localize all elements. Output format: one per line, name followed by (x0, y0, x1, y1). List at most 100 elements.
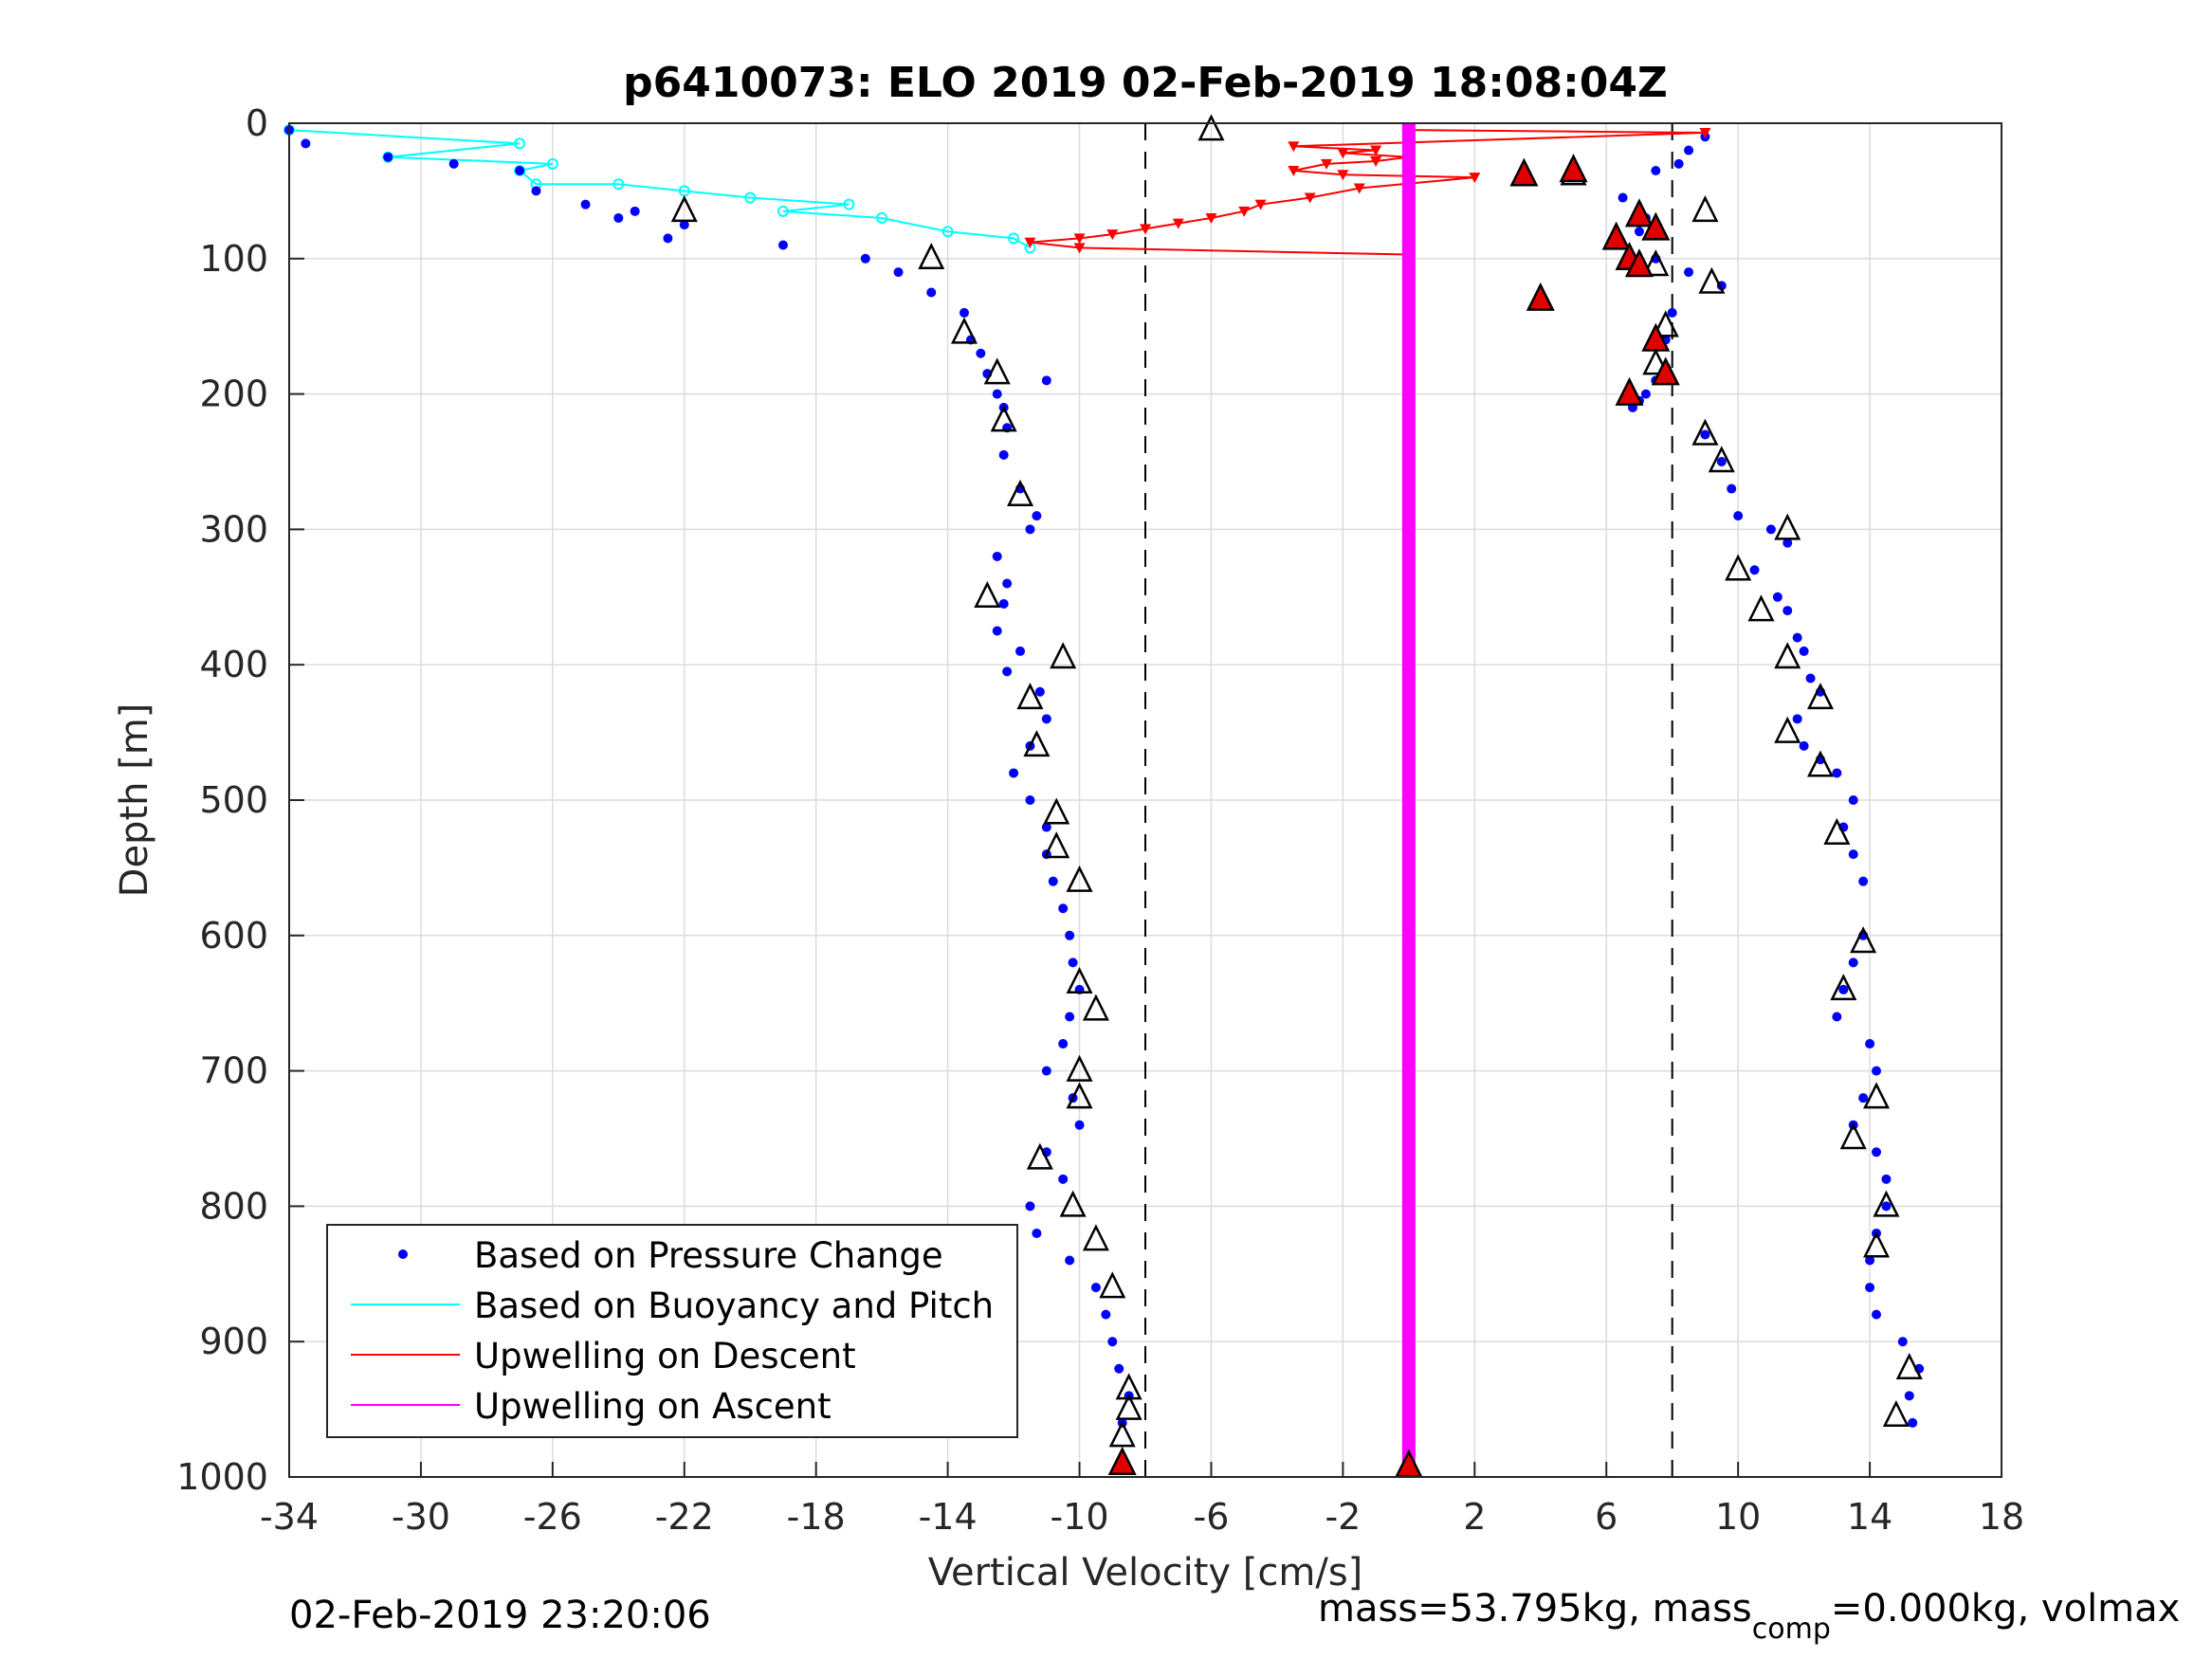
legend-pressure-marker (398, 1249, 408, 1259)
buoyancy-pitch-point (514, 137, 526, 150)
red-triangle-marker (1624, 248, 1654, 278)
legend-descent-label: Upwelling on Descent (474, 1336, 856, 1376)
open-triangle-marker (1873, 1190, 1900, 1217)
pressure-ascent-point (1684, 145, 1694, 155)
upwelling-descent-point (1337, 148, 1349, 159)
pressure-descent-point (1114, 1363, 1124, 1374)
x-tick-label: -26 (523, 1496, 582, 1538)
pressure-descent-point (1009, 768, 1019, 778)
red-triangle-marker (1651, 356, 1680, 386)
x-tick-label: 18 (1979, 1496, 2024, 1538)
open-triangle-marker (1059, 1190, 1087, 1217)
open-triangle-marker (1099, 1271, 1126, 1299)
pressure-descent-point (383, 152, 393, 162)
y-tick-label: 200 (199, 374, 268, 415)
y-tick-label: 0 (246, 102, 268, 144)
y-tick-label: 600 (199, 915, 268, 957)
open-triangle-marker (1642, 348, 1670, 375)
pressure-ascent-point (1865, 1283, 1875, 1293)
buoyancy-pitch-point (612, 178, 625, 191)
pressure-descent-point (1002, 578, 1013, 589)
open-triangle-marker (1108, 1420, 1136, 1448)
pressure-ascent-point (1908, 1417, 1918, 1428)
pressure-descent-point (515, 165, 525, 175)
pressure-descent-point (1041, 1066, 1051, 1076)
pressure-ascent-point (1872, 1066, 1882, 1076)
pressure-descent-point (1048, 876, 1058, 886)
red-triangle-marker (1526, 282, 1555, 311)
open-triangle-marker (1023, 730, 1051, 757)
pressure-ascent-point (1848, 795, 1858, 805)
pressure-descent-point (1025, 1201, 1035, 1212)
open-triangle-marker (1698, 266, 1726, 294)
open-triangle-marker (1806, 750, 1835, 777)
y-tick-label: 700 (199, 1050, 268, 1092)
upwelling-descent-point (1288, 165, 1300, 176)
pressure-descent-point (1058, 1174, 1069, 1184)
pressure-descent-point (1101, 1309, 1111, 1320)
y-tick-label: 400 (199, 644, 268, 685)
open-triangle-marker (1652, 310, 1679, 337)
pressure-descent-point (1041, 375, 1051, 386)
open-triangle-marker (1050, 642, 1077, 669)
x-tick-label: -6 (1194, 1496, 1230, 1538)
open-triangle-marker (1774, 513, 1801, 540)
open-triangle-marker (1823, 817, 1851, 845)
pressure-ascent-point (1799, 740, 1809, 751)
x-tick-label: 6 (1595, 1496, 1618, 1538)
pressure-descent-point (1107, 1337, 1118, 1347)
pressure-ascent-point (1733, 511, 1744, 521)
y-tick-label: 1000 (176, 1456, 268, 1498)
pressure-ascent-point (1848, 957, 1858, 968)
legend-pressure-label: Based on Pressure Change (474, 1235, 943, 1276)
pressure-descent-point (679, 220, 689, 230)
pressure-descent-point (1058, 1039, 1069, 1049)
upwelling-descent-point (1238, 206, 1251, 217)
red-triangle-marker (1107, 1446, 1137, 1475)
pressure-ascent-point (1640, 389, 1651, 399)
pressure-descent-point (1065, 1255, 1075, 1266)
buoyancy-pitch-point (1008, 232, 1020, 245)
pressure-ascent-point (1765, 524, 1776, 535)
pressure-descent-point (1002, 666, 1013, 677)
chart-title: p6410073: ELO 2019 02-Feb-2019 18:08:04Z (623, 59, 1668, 107)
upwelling-descent-point (1073, 243, 1086, 254)
open-triangle-marker (1691, 418, 1719, 446)
open-triangle-marker (1026, 1142, 1053, 1170)
open-triangle-marker (950, 317, 978, 344)
buoyancy-pitch-point (777, 205, 789, 217)
x-tick-label: 14 (1847, 1496, 1892, 1538)
pressure-ascent-point (1872, 1309, 1882, 1320)
pressure-descent-point (893, 267, 904, 278)
open-triangle-marker (1082, 994, 1109, 1021)
open-triangle-marker (1691, 195, 1719, 223)
pressure-descent-point (613, 212, 624, 223)
open-triangle-marker (1839, 1122, 1867, 1150)
upwelling-descent-point (1106, 229, 1119, 241)
legend-box (326, 1224, 1018, 1438)
x-tick-label: 10 (1715, 1496, 1761, 1538)
pressure-ascent-point (1838, 984, 1849, 994)
pressure-ascent-point (1865, 1255, 1875, 1266)
legend-ascent-label: Upwelling on Ascent (474, 1386, 832, 1427)
red-triangle-marker (1509, 157, 1539, 187)
pressure-descent-point (1041, 714, 1051, 724)
red-triangle-marker (1641, 322, 1671, 352)
pressure-descent-point (1065, 1012, 1075, 1022)
pressure-descent-point (926, 287, 937, 298)
pressure-ascent-point (1673, 158, 1684, 169)
open-triangle-marker (1066, 865, 1093, 892)
red-triangle-marker (1624, 198, 1654, 228)
footer-mass-prefix: mass=53.795kg, mass (1318, 1587, 1752, 1631)
open-triangle-marker (1774, 716, 1801, 743)
red-triangle-marker (1559, 154, 1588, 183)
open-triangle-marker (1708, 446, 1735, 473)
open-triangle-marker (1066, 966, 1093, 994)
pressure-descent-point (1015, 646, 1026, 656)
upwelling-descent-point (1469, 173, 1481, 184)
buoyancy-pitch-point (744, 191, 757, 204)
pressure-ascent-point (1799, 646, 1809, 656)
pressure-ascent-point (1618, 192, 1628, 203)
x-tick-label: -18 (787, 1496, 846, 1538)
pressure-descent-point (1058, 903, 1069, 914)
